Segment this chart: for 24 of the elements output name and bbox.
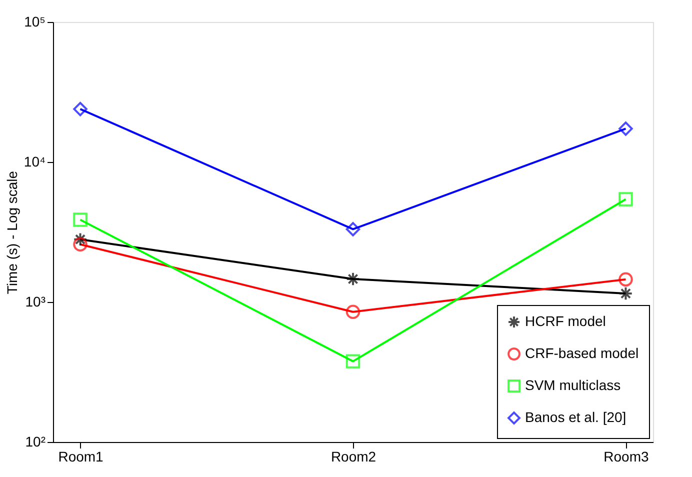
point [618, 192, 633, 206]
point [346, 304, 360, 319]
point [346, 272, 360, 286]
point [346, 354, 360, 368]
x-tick-label: Room1 [58, 448, 104, 464]
x-tick-label: Room3 [604, 448, 649, 464]
y-tick-label: 10² [25, 434, 46, 450]
point [618, 272, 633, 287]
legend-label: Banos et al. [20] [525, 409, 626, 425]
legend-label: CRF-based model [525, 345, 639, 361]
point [73, 232, 88, 247]
y-axis-title: Time (s) - Log scale [4, 170, 20, 294]
point [73, 237, 88, 252]
y-tick-label: 10⁴ [24, 154, 46, 170]
point [618, 122, 633, 136]
y-tick-label: 10⁵ [24, 14, 46, 30]
y-tick-label: 10³ [25, 294, 46, 310]
legend-label: HCRF model [525, 313, 606, 329]
point [73, 212, 88, 227]
point [346, 222, 360, 236]
point [618, 286, 633, 301]
x-tick-label: Room2 [330, 448, 376, 464]
point [73, 102, 88, 116]
legend-label: SVM multiclass [525, 377, 621, 393]
